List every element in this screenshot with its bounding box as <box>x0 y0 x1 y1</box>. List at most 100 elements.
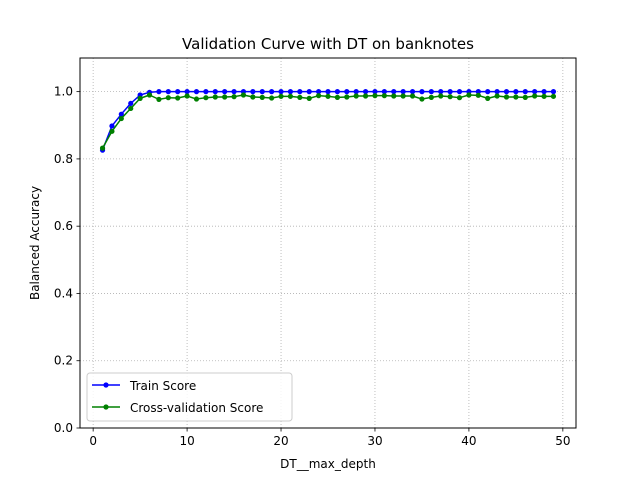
x-tick-label: 40 <box>461 434 476 448</box>
data-point <box>269 95 275 101</box>
y-axis-label: Balanced Accuracy <box>28 186 42 300</box>
data-point <box>259 89 265 95</box>
data-point <box>485 89 491 95</box>
y-tick-label: 0.2 <box>54 354 73 368</box>
series-1 <box>99 92 557 151</box>
x-axis-label: DT__max_depth <box>280 457 376 471</box>
data-point <box>447 94 453 100</box>
data-point <box>391 89 397 95</box>
data-point <box>240 92 247 98</box>
data-point <box>419 96 425 102</box>
data-point <box>316 93 322 99</box>
x-tick-label: 50 <box>555 434 570 448</box>
data-point <box>99 145 106 151</box>
data-point <box>428 89 434 95</box>
data-point <box>494 93 500 99</box>
data-point <box>146 92 153 98</box>
data-point <box>353 89 359 95</box>
data-point <box>400 93 406 99</box>
data-point <box>522 94 528 100</box>
data-point <box>532 89 538 95</box>
data-point <box>259 94 265 100</box>
data-point <box>118 115 124 122</box>
data-point <box>334 89 340 95</box>
data-point <box>128 105 134 112</box>
data-point <box>316 89 322 95</box>
data-point <box>184 89 190 95</box>
data-point <box>447 89 453 95</box>
data-point <box>128 100 134 107</box>
data-point <box>550 93 557 99</box>
data-point <box>231 89 237 95</box>
data-point <box>372 89 378 95</box>
legend-marker-cv <box>103 404 109 410</box>
legend-label-train: Train Score <box>129 379 196 393</box>
data-point <box>372 93 378 99</box>
data-point <box>503 89 510 95</box>
series-0 <box>99 89 557 153</box>
y-tick-label: 0.8 <box>54 152 73 166</box>
data-point <box>118 111 124 117</box>
data-point <box>362 89 369 95</box>
data-point <box>184 93 190 99</box>
data-point <box>362 93 369 99</box>
data-point <box>522 89 528 95</box>
y-tick-label: 0.6 <box>54 219 73 233</box>
data-point <box>419 89 425 95</box>
data-point <box>391 93 397 99</box>
data-point <box>287 89 294 95</box>
data-point <box>297 89 303 95</box>
data-point <box>203 89 209 95</box>
data-point <box>456 95 463 101</box>
data-point <box>466 92 472 98</box>
data-point <box>475 89 481 95</box>
data-point <box>485 95 491 101</box>
data-point <box>269 89 275 95</box>
data-point <box>306 89 312 95</box>
data-point <box>287 93 294 99</box>
data-point <box>344 94 350 100</box>
data-point <box>400 89 406 95</box>
data-point <box>503 94 510 100</box>
data-point <box>550 89 557 95</box>
data-point <box>203 95 209 101</box>
data-point <box>137 95 143 101</box>
data-point <box>409 93 416 99</box>
y-tick-label: 1.0 <box>54 85 73 99</box>
data-point <box>381 93 387 99</box>
data-point <box>156 96 162 102</box>
data-point <box>428 94 434 100</box>
y-tick-label: 0.4 <box>54 286 73 300</box>
data-point <box>306 95 312 101</box>
x-tick-label: 10 <box>179 434 194 448</box>
data-point <box>541 93 547 99</box>
data-point <box>165 95 171 101</box>
legend-box <box>86 372 293 422</box>
y-tick-label: 0.0 <box>54 421 73 435</box>
x-tick-label: 30 <box>367 434 382 448</box>
data-point <box>109 128 115 134</box>
data-point <box>381 89 387 95</box>
chart-title: Validation Curve with DT on banknotes <box>182 35 474 53</box>
data-point <box>438 93 444 99</box>
data-point <box>353 93 359 99</box>
data-point <box>212 94 218 100</box>
data-point <box>231 94 237 100</box>
data-point <box>456 89 463 95</box>
data-point <box>193 96 200 102</box>
data-point <box>156 89 162 95</box>
legend: Train Score Cross-validation Score <box>86 372 293 422</box>
data-point <box>175 95 181 101</box>
data-point <box>212 89 218 95</box>
x-tick-label: 0 <box>89 434 97 448</box>
data-point <box>325 93 331 99</box>
data-point <box>193 89 200 95</box>
data-point <box>278 89 284 95</box>
data-point <box>475 92 481 98</box>
legend-marker-train <box>103 382 109 388</box>
data-point <box>165 89 171 95</box>
plot-frame <box>79 57 577 429</box>
data-point <box>222 89 228 95</box>
x-tick-label: 20 <box>273 434 288 448</box>
